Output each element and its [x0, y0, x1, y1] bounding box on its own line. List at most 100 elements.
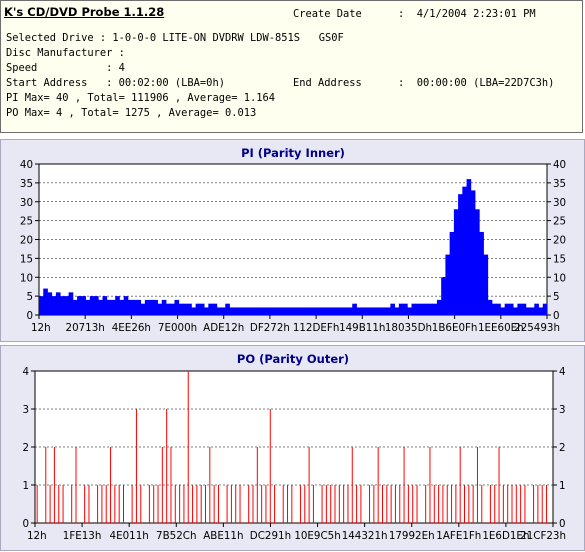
pi-bar [470, 190, 476, 315]
pi-bar [483, 254, 489, 315]
pi-y-tick-label: 20 [20, 235, 33, 247]
pi-bar [538, 307, 544, 315]
pi-bar [513, 307, 518, 315]
pi-bar [525, 307, 531, 315]
pi-bar [221, 307, 226, 315]
pi-x-tick-label: 149B11h [339, 322, 385, 334]
pi-y-tick-label: 40 [20, 159, 33, 171]
pi-bar [149, 299, 154, 315]
pi-bar [305, 307, 311, 315]
pi-bar [314, 307, 319, 315]
pi-bar [195, 303, 201, 315]
pi-bar [432, 303, 438, 315]
pi-bar [335, 307, 340, 315]
po-y-tick-label-right: 3 [559, 404, 566, 416]
pi-bar [428, 303, 434, 315]
pi-x-tick-label: 1B6E0Fh [432, 322, 478, 334]
po-x-tick-label: ABE11h [203, 530, 243, 542]
po-x-tick-label: 144321h [342, 530, 388, 542]
pi-bar [123, 296, 129, 316]
pi-bar [72, 299, 78, 315]
pi-bar [284, 307, 290, 315]
pi-bar [51, 296, 57, 316]
pi-bar [140, 303, 146, 315]
pi-bar [280, 307, 285, 315]
pi-bar [398, 303, 404, 315]
po-y-tick-label-right: 0 [559, 518, 566, 530]
pi-bar [420, 303, 425, 315]
pi-bar [43, 288, 48, 315]
pi-x-tick-label: DF272h [250, 322, 290, 334]
pi-x-tick-label: 225493h [514, 322, 560, 334]
pi-bar [424, 303, 429, 315]
pi-y-tick-label: 0 [26, 310, 33, 322]
pi-bar [462, 186, 467, 315]
pi-bar [288, 307, 294, 315]
app-title: K's CD/DVD Probe 1.1.28 [4, 5, 165, 19]
pi-bar [276, 307, 281, 315]
pi-bar [453, 209, 459, 315]
pi-bar [500, 307, 506, 315]
pi-x-tick-label: 4EE26h [112, 322, 151, 334]
pi-bar [343, 307, 349, 315]
pi-bar [94, 296, 99, 316]
pi-bar [191, 307, 197, 315]
po-stats: PO Max= 4 , Total= 1275 , Average= 0.013 [6, 107, 257, 119]
pi-x-tick-label: 20713h [66, 322, 105, 334]
pi-bar [521, 303, 527, 315]
pi-y-tick-label-right: 25 [553, 216, 566, 228]
pi-x-tick-label: 12h [31, 322, 51, 334]
pi-bar [85, 299, 91, 315]
pi-bar [144, 299, 150, 315]
po-y-tick-label: 2 [22, 442, 29, 454]
pi-y-tick-label: 35 [20, 178, 33, 190]
pi-bar [199, 303, 205, 315]
pi-bar [64, 296, 70, 316]
pi-bar [487, 299, 493, 315]
pi-bar [254, 307, 260, 315]
pi-bar [98, 299, 103, 315]
pi-bar [411, 303, 417, 315]
pi-bar [517, 303, 522, 315]
po-chart-panel: PO (Parity Outer) 0 0 1 1 2 2 3 3 4 4 12h 1FE13h 4E0… [0, 345, 585, 551]
pi-y-tick-label-right: 10 [553, 272, 566, 284]
po-x-tick-label: 1AFE1Fh [436, 530, 481, 542]
pi-bar [436, 299, 442, 315]
pi-bar [403, 303, 408, 315]
pi-bar [60, 296, 65, 316]
pi-bar [530, 307, 535, 315]
pi-y-tick-label-right: 15 [553, 253, 566, 265]
pi-bar [242, 307, 247, 315]
pi-bar [187, 303, 192, 315]
pi-bar [157, 303, 163, 315]
pi-bar [208, 303, 213, 315]
pi-bar [326, 307, 332, 315]
pi-bar [504, 303, 510, 315]
disc-manufacturer: Disc Manufacturer : [6, 47, 125, 59]
pi-bar [271, 307, 277, 315]
po-chart-title: PO (Parity Outer) [237, 352, 349, 366]
pi-bar [373, 307, 379, 315]
pi-bar [449, 231, 455, 315]
po-x-tick-label: DC291h [250, 530, 291, 542]
po-y-tick-label-right: 1 [559, 480, 566, 492]
pi-bar [267, 307, 273, 315]
pi-bar [89, 296, 95, 316]
po-y-tick-label: 4 [22, 366, 29, 378]
pi-chart-panel: PI (Parity Inner) 0 0 5 5 10 10 15 15 20 20 25 25 30… [0, 139, 585, 342]
po-x-tick-label: 10E9C5h [294, 530, 340, 542]
pi-bar [534, 303, 539, 315]
po-x-tick-label: 4E011h [110, 530, 149, 542]
pi-y-tick-label: 15 [20, 253, 33, 265]
pi-x-tick-label: 1EE60Eh [478, 322, 524, 334]
pi-bar [394, 307, 400, 315]
pi-bar [475, 209, 480, 315]
pi-bar [47, 292, 53, 315]
pi-bar [356, 307, 362, 315]
po-x-tick-label: 1FE13h [63, 530, 102, 542]
pi-y-tick-label-right: 0 [553, 310, 560, 322]
pi-bar [386, 307, 391, 315]
pi-bar [216, 307, 222, 315]
pi-bar [407, 307, 412, 315]
speed: Speed : 4 [6, 62, 125, 74]
